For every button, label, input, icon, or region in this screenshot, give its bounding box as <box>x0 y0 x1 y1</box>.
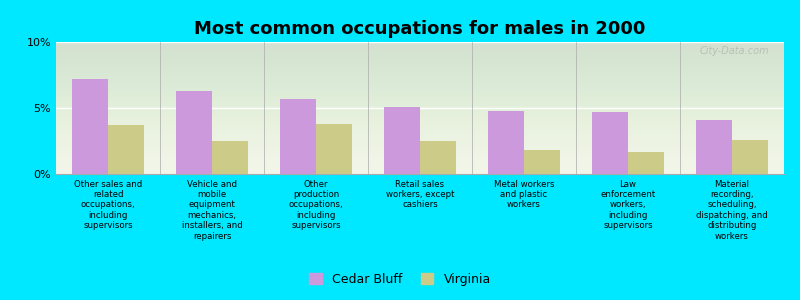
Bar <box>732 140 768 174</box>
Bar <box>108 125 145 174</box>
Bar <box>72 79 108 174</box>
Bar <box>316 124 352 174</box>
Bar <box>628 152 664 174</box>
Bar <box>524 150 560 174</box>
Bar <box>592 112 628 174</box>
Legend: Cedar Bluff, Virginia: Cedar Bluff, Virginia <box>304 268 496 291</box>
Bar <box>420 141 456 174</box>
Text: City-Data.com: City-Data.com <box>700 46 770 56</box>
Bar <box>176 91 212 174</box>
Bar <box>384 107 420 174</box>
Bar <box>488 111 524 174</box>
Bar <box>280 99 316 174</box>
Bar <box>212 141 248 174</box>
Title: Most common occupations for males in 2000: Most common occupations for males in 200… <box>194 20 646 38</box>
Bar <box>696 120 732 174</box>
